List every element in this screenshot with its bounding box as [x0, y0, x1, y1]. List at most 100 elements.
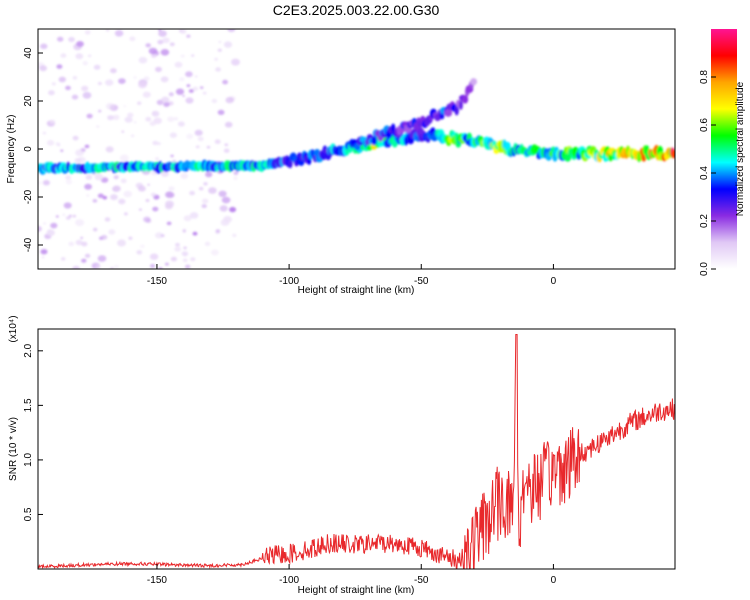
heatmap-cell — [98, 109, 102, 113]
spectrogram-x-axis: -150 -100 -50 0 — [147, 264, 557, 287]
heatmap-cell — [85, 174, 93, 180]
heatmap-cell — [84, 144, 90, 149]
heatmap-cell — [391, 123, 396, 133]
heatmap-cell — [152, 206, 159, 212]
spectrogram-panel: -150 -100 -50 0 -40 -20 0 20 40 Height of strai… — [6, 28, 676, 296]
heatmap-cell — [121, 130, 125, 133]
heatmap-cell — [97, 81, 102, 86]
heatmap-cell — [180, 29, 187, 34]
y-tick-label: 2.0 — [23, 343, 34, 357]
heatmap-cell — [182, 258, 188, 263]
heatmap-cell — [133, 76, 137, 79]
snr-x-axis: -150 -100 -50 0 — [147, 564, 557, 586]
heatmap-cell — [41, 256, 45, 259]
heatmap-cell — [223, 148, 230, 153]
heatmap-cell — [161, 96, 170, 103]
heatmap-cell — [183, 246, 187, 250]
heatmap-cell — [462, 95, 469, 104]
heatmap-cell — [51, 82, 56, 86]
heatmap-cell — [454, 105, 459, 116]
heatmap-cell — [62, 213, 66, 216]
heatmap-cell — [160, 234, 165, 238]
heatmap-cell — [38, 181, 42, 184]
heatmap-cell — [174, 61, 183, 68]
heatmap-cell — [75, 219, 85, 227]
heatmap-cell — [118, 78, 126, 84]
heatmap-cell — [180, 173, 189, 179]
colorbar-ticks: 0.0 0.2 0.4 0.6 0.8 — [699, 70, 716, 276]
heatmap-cell — [156, 142, 161, 146]
heatmap-cell — [105, 103, 115, 110]
heatmap-cell — [136, 250, 143, 255]
x-tick-label: -100 — [279, 276, 299, 287]
heatmap-cell — [229, 206, 237, 213]
heatmap-cell — [188, 89, 194, 93]
heatmap-cell — [178, 121, 185, 127]
heatmap-cell — [175, 88, 185, 95]
heatmap-cell — [160, 76, 169, 83]
heatmap-cell — [215, 229, 221, 233]
heatmap-cell — [46, 229, 55, 236]
heatmap-cell — [42, 180, 50, 186]
heatmap-cell — [174, 117, 178, 121]
heatmap-cell — [152, 140, 158, 146]
heatmap-cell — [166, 221, 172, 226]
heatmap-cell — [84, 183, 92, 190]
colorbar-tick-label: 0.4 — [699, 166, 710, 180]
heatmap-cell — [214, 139, 221, 144]
colorbar-tick-label: 0.6 — [699, 118, 710, 132]
heatmap-cell — [158, 29, 162, 32]
heatmap-cell — [43, 222, 47, 225]
y-tick-label: -20 — [23, 189, 34, 204]
snr-frame — [37, 328, 676, 570]
snr-x-label: Height of straight line (km) — [298, 585, 415, 596]
heatmap-cell — [197, 136, 204, 142]
heatmap-cell — [168, 186, 175, 192]
heatmap-cell — [224, 121, 233, 128]
heatmap-cell — [81, 85, 89, 92]
heatmap-cell — [162, 37, 170, 44]
heatmap-cell — [65, 216, 71, 220]
heatmap-cell — [398, 127, 405, 134]
heatmap-cell — [97, 255, 107, 262]
snr-series-line — [38, 334, 675, 569]
x-tick-label: 0 — [551, 575, 557, 586]
heatmap-cell — [55, 142, 61, 146]
heatmap-cell — [72, 265, 80, 269]
heatmap-cell — [114, 264, 119, 269]
heatmap-cell — [68, 241, 75, 247]
heatmap-cell — [149, 253, 159, 260]
y-tick-label: 40 — [23, 47, 34, 59]
heatmap-cell — [138, 56, 148, 64]
heatmap-cell — [123, 190, 132, 198]
heatmap-cell — [123, 105, 127, 108]
heatmap-cell — [110, 194, 118, 201]
heatmap-cell — [149, 121, 156, 126]
heatmap-cell — [211, 249, 219, 256]
x-tick-label: 0 — [551, 276, 557, 287]
colorbar-tick-label: 0.0 — [699, 262, 710, 276]
heatmap-cell — [82, 61, 89, 66]
heatmap-cell — [175, 242, 180, 247]
heatmap-cell — [202, 91, 207, 95]
heatmap-cell — [189, 212, 199, 219]
heatmap-cell — [138, 185, 146, 192]
x-tick-label: -100 — [279, 575, 299, 586]
heatmap-cell — [219, 205, 228, 212]
heatmap-cell — [93, 64, 101, 70]
heatmap-cell — [194, 75, 198, 78]
colorbar-label: Normalized spectral amplitude — [735, 81, 746, 216]
heatmap-cell — [215, 67, 222, 72]
heatmap-cell — [42, 131, 47, 135]
heatmap-cell — [218, 190, 227, 197]
colorbar-tick-label: 0.2 — [699, 214, 710, 228]
snr-y-scale-label: (x10⁴) — [8, 315, 19, 342]
heatmap-cell — [145, 43, 151, 48]
heatmap-cell — [145, 116, 152, 122]
y-tick-label: -40 — [23, 237, 34, 252]
heatmap-cell — [185, 264, 191, 269]
heatmap-cell — [100, 177, 109, 183]
heatmap-cell — [75, 239, 83, 246]
y-tick-label: 20 — [23, 95, 34, 107]
